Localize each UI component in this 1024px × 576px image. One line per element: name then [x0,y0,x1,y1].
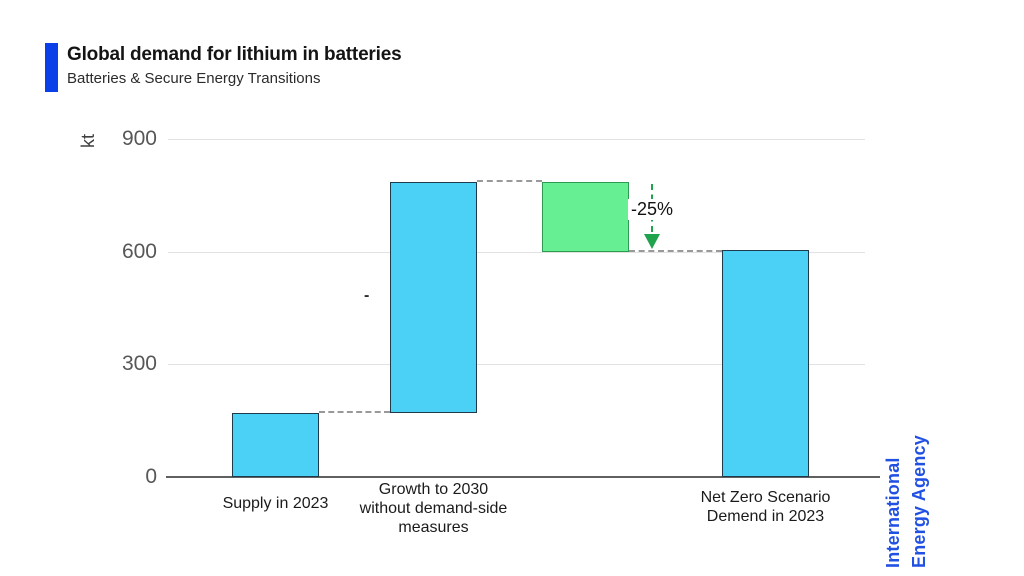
iea-logo-text: International Energy Agency [880,385,935,568]
iea-logo-line1: International [883,457,903,568]
y-tick-label: 0 [145,465,157,488]
gridline [168,251,865,253]
reduction-arrow-head-icon [644,233,660,249]
waterfall-connector [629,249,722,252]
page-subtitle: Batteries & Secure Energy Transitions [67,70,321,87]
gridline [168,139,865,140]
iea-logo-line2: Energy Agency [909,435,929,568]
x-axis-label: Growth to 2030 without demand-side measure… [304,480,564,537]
waterfall-connector [319,411,390,414]
bar-supply-2023 [232,413,319,477]
title-accent-bar [45,43,58,92]
x-axis-line [166,476,880,478]
y-tick-label: 600 [121,239,157,263]
reduction-percentage-label: -25% [627,199,677,220]
x-axis-label-line: Growth to 2030 [378,481,489,498]
x-axis-label-line: Net Zero Scenario [700,489,831,506]
waterfall-connector [477,180,542,183]
page-title: Global demand for lithium in batteries [67,44,402,65]
y-tick-label: 300 [121,352,157,376]
x-axis-label: Net Zero Scenario Demend in 2023 [636,488,896,526]
bar-demand-reduction [542,182,629,252]
stray-minus-mark: - [364,287,370,304]
x-axis-label-line: without demand-side [359,500,508,517]
bar-growth-2030 [390,182,477,414]
x-axis-label-line: measures [398,519,469,536]
x-axis-label: Supply in 2023 [146,494,406,513]
y-tick-label: 900 [121,127,157,150]
gridline [168,364,865,366]
x-axis-label-line: Demend in 2023 [706,508,825,525]
bar-net-zero-demand [722,249,809,477]
x-axis-label-line: Supply in 2023 [222,495,329,512]
